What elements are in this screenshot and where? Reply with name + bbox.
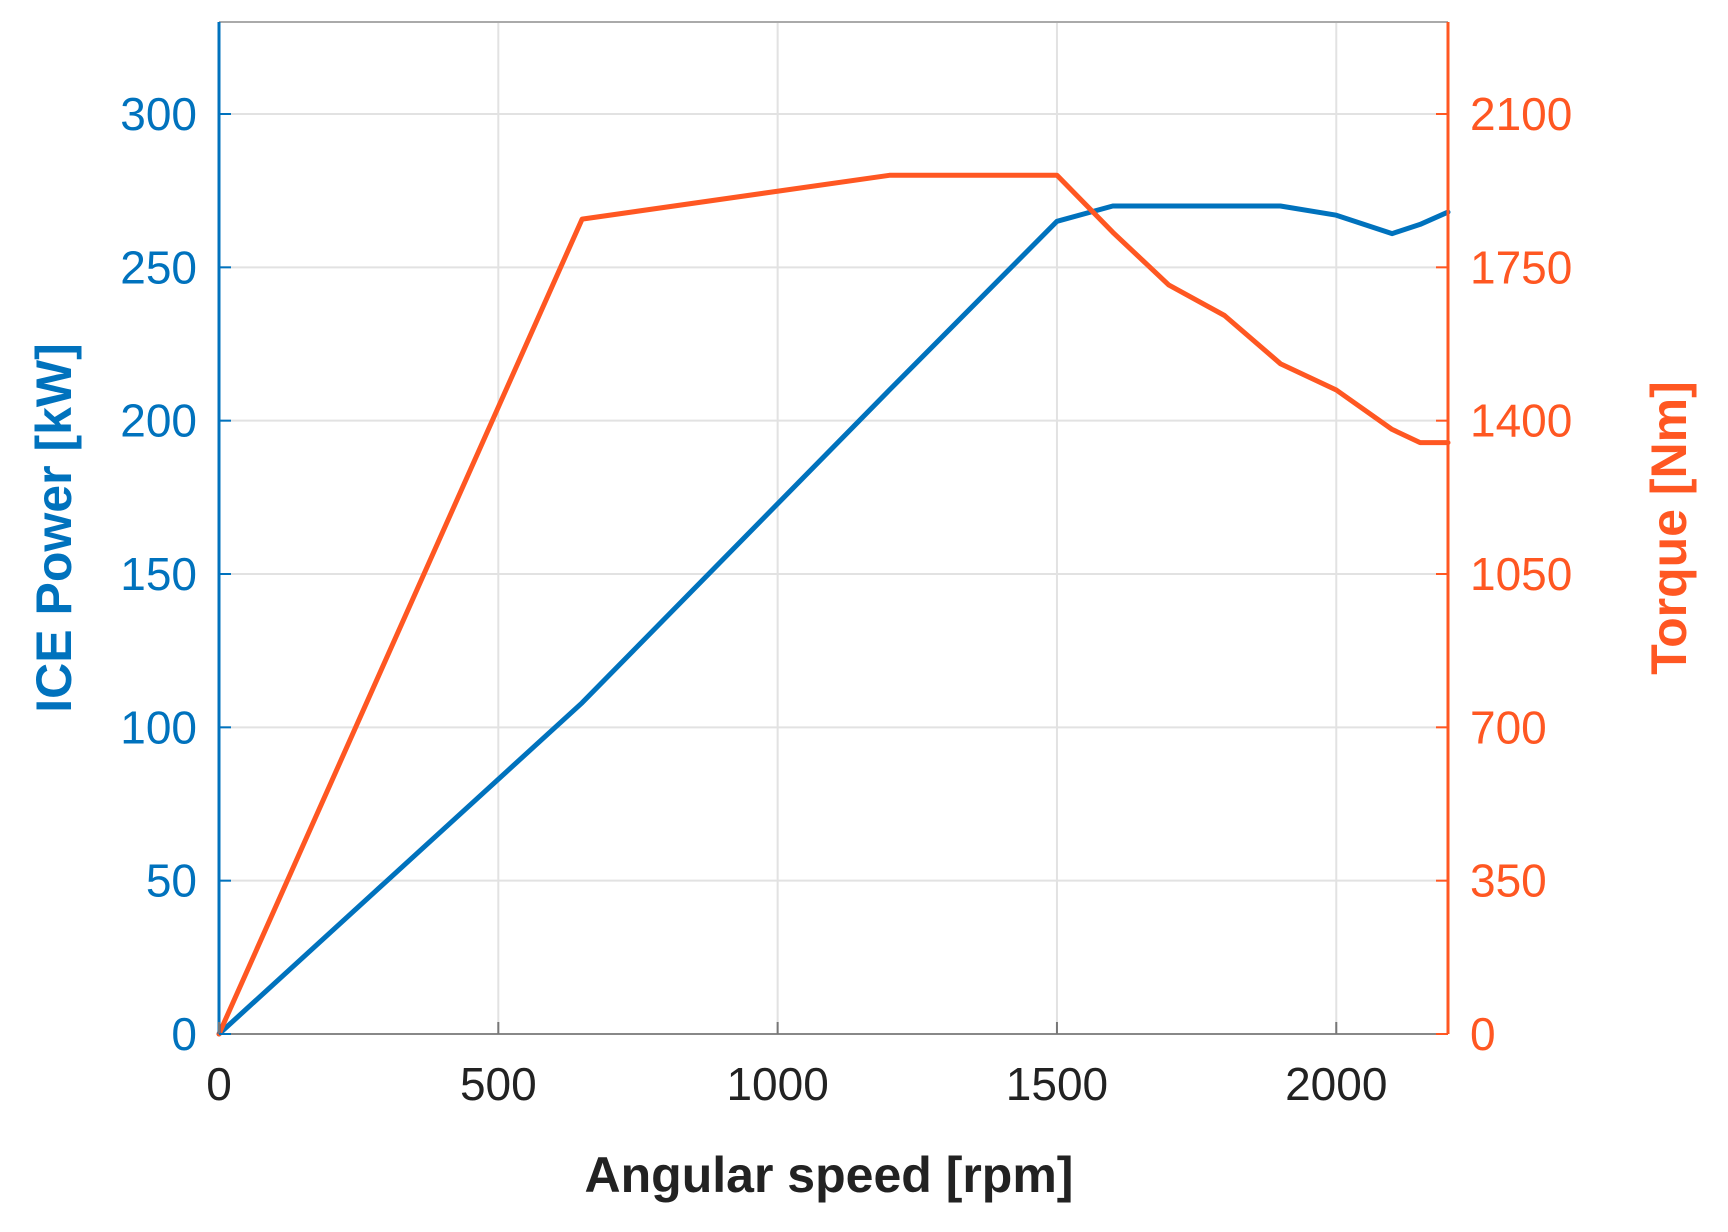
label-layer: Angular speed [rpm] ICE Power [kW] Torqu… <box>26 343 1697 1203</box>
x-tick-label: 1000 <box>726 1058 828 1110</box>
power-series-line <box>216 203 1451 1037</box>
right-y-tick-label: 0 <box>1470 1008 1496 1060</box>
right-y-tick-label: 1050 <box>1470 548 1572 600</box>
left-y-axis-label: ICE Power [kW] <box>26 343 82 712</box>
right-y-tick-label: 1750 <box>1470 241 1572 293</box>
right-y-tick-label: 700 <box>1470 701 1547 753</box>
x-tick-label: 500 <box>460 1058 537 1110</box>
right-y-axis-label: Torque [Nm] <box>1641 381 1697 674</box>
grid-layer <box>219 22 1448 1034</box>
x-axis-label: Angular speed [rpm] <box>585 1147 1074 1203</box>
x-tick-label: 1500 <box>1006 1058 1108 1110</box>
left-y-tick-label: 300 <box>120 88 197 140</box>
right-y-tick-label: 1400 <box>1470 395 1572 447</box>
series-layer <box>216 172 1451 1037</box>
frame-layer <box>217 21 1450 1035</box>
left-y-tick-label: 250 <box>120 241 197 293</box>
right-y-tick-label: 2100 <box>1470 88 1572 140</box>
left-y-tick-label: 200 <box>120 395 197 447</box>
left-y-tick-label: 50 <box>146 855 197 907</box>
left-y-tick-label: 0 <box>171 1008 197 1060</box>
torque-series-line <box>216 172 1451 1037</box>
tick-layer: 0 500 1000 1500 2000 0 50 100 150 200 250 300 0 350 70… <box>120 88 1572 1110</box>
left-y-tick-label: 150 <box>120 548 197 600</box>
right-y-tick-label: 350 <box>1470 855 1547 907</box>
x-tick-label: 2000 <box>1285 1058 1387 1110</box>
left-y-tick-label: 100 <box>120 701 197 753</box>
x-tick-label: 0 <box>206 1058 232 1110</box>
